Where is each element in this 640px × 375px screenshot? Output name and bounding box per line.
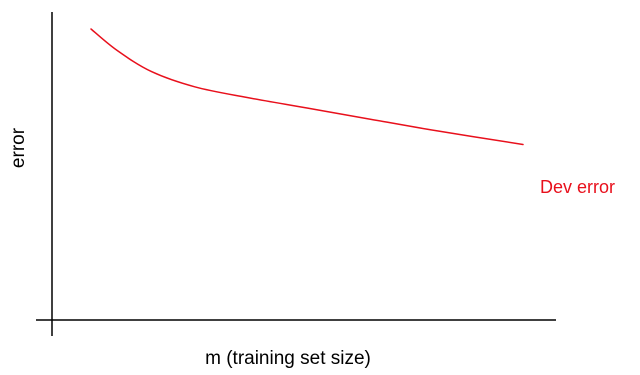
x-axis-label: m (training set size) <box>205 348 371 369</box>
dev-error-legend-label: Dev error <box>540 177 615 197</box>
dev-error-line <box>90 28 524 146</box>
y-axis-label: error <box>8 127 29 168</box>
